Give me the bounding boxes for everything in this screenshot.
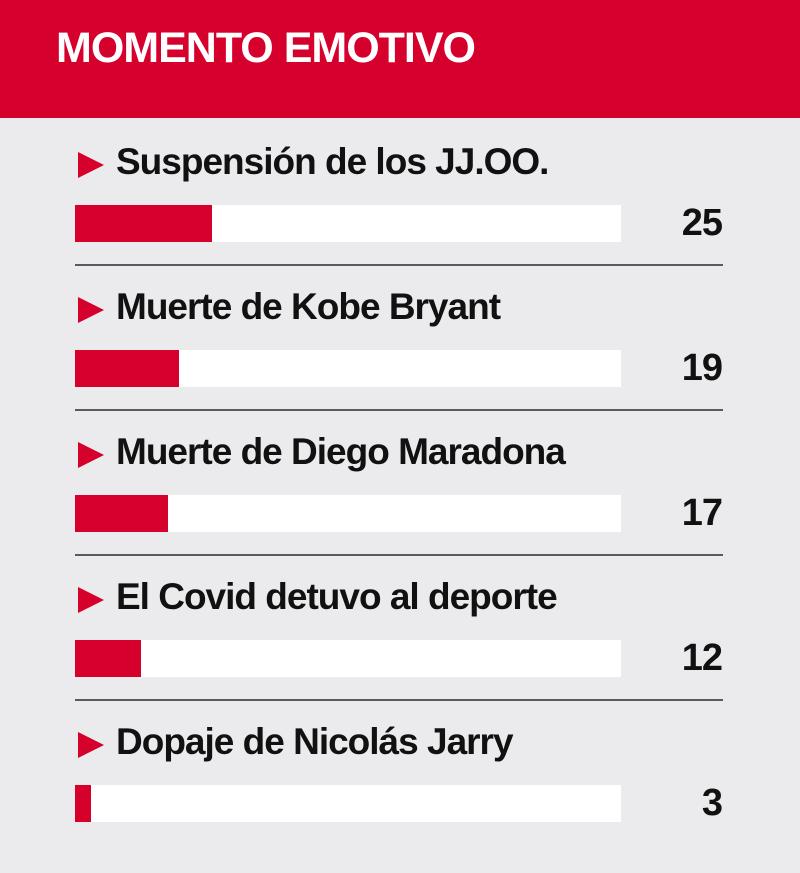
bullet-arrow-icon [78, 442, 104, 468]
header-banner: MOMENTO EMOTIVO [0, 0, 800, 118]
bar [75, 640, 141, 677]
bullet-arrow-icon [78, 732, 104, 758]
category-label: Muerte de Diego Maradona [116, 431, 566, 472]
bullet-arrow-icon [78, 587, 104, 613]
bar-track [75, 350, 621, 387]
bar-row: Suspensión de los JJ.OO. 25 [0, 118, 800, 266]
bar-row: Muerte de Diego Maradona 17 [0, 408, 800, 556]
value-label: 3 [701, 782, 723, 824]
row-divider [75, 264, 723, 266]
bar-row: Dopaje de Nicolás Jarry 3 [0, 698, 800, 843]
bar-track [75, 640, 621, 677]
bar-track [75, 495, 621, 532]
bullet-arrow-icon [78, 297, 104, 323]
category-label: El Covid detuvo al deporte [116, 576, 558, 617]
bar [75, 495, 168, 532]
bar-row: El Covid detuvo al deporte 12 [0, 553, 800, 701]
value-label: 19 [681, 347, 723, 389]
value-label: 25 [681, 202, 723, 244]
bar-track [75, 205, 621, 242]
bar [75, 350, 179, 387]
bar [75, 205, 212, 242]
bar-track [75, 785, 621, 822]
category-label: Dopaje de Nicolás Jarry [116, 721, 514, 762]
row-divider [75, 554, 723, 556]
category-label: Suspensión de los JJ.OO. [116, 141, 549, 182]
category-label: Muerte de Kobe Bryant [116, 286, 501, 327]
row-divider [75, 699, 723, 701]
bullet-arrow-icon [78, 152, 104, 178]
bar [75, 785, 91, 822]
value-label: 12 [681, 637, 723, 679]
chart-title: MOMENTO EMOTIVO [56, 24, 476, 72]
bar-row: Muerte de Kobe Bryant 19 [0, 263, 800, 411]
value-label: 17 [681, 492, 723, 534]
row-divider [75, 409, 723, 411]
